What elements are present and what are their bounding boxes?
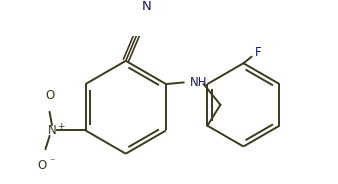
- Text: N: N: [48, 124, 56, 137]
- Text: NH: NH: [190, 76, 208, 89]
- Text: +: +: [57, 122, 65, 131]
- Text: O: O: [37, 159, 46, 172]
- Text: ⁻: ⁻: [50, 158, 55, 168]
- Text: F: F: [255, 45, 261, 59]
- Text: O: O: [45, 89, 54, 102]
- Text: N: N: [142, 0, 151, 13]
